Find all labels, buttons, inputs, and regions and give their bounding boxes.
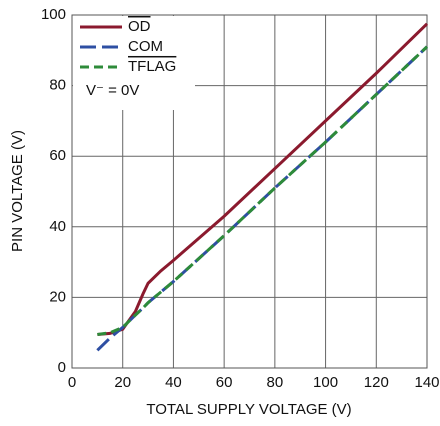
y-axis-title: PIN VOLTAGE (V): [9, 130, 26, 252]
x-tick-label: 0: [68, 374, 76, 391]
x-tick-label: 60: [216, 374, 233, 391]
legend-box: [73, 16, 195, 110]
x-tick-label: 100: [313, 374, 338, 391]
x-tick-label: 140: [414, 374, 439, 391]
annotation: V⁻ = 0V: [86, 82, 139, 99]
legend-label: OD: [128, 18, 151, 35]
y-tick-label: 100: [41, 6, 66, 23]
x-tick-label: 20: [114, 374, 131, 391]
y-tick-label: 0: [58, 359, 66, 376]
legend-label: TFLAG: [128, 58, 176, 75]
x-tick-label: 40: [165, 374, 182, 391]
x-tick-label: 80: [267, 374, 284, 391]
legend-label: COM: [128, 38, 163, 55]
y-tick-label: 20: [49, 288, 66, 305]
y-tick-label: 40: [49, 218, 66, 235]
y-tick-label: 60: [49, 147, 66, 164]
plot-frame: [71, 14, 428, 369]
data-line: [97, 45, 429, 336]
x-axis-title: TOTAL SUPPLY VOLTAGE (V): [146, 401, 351, 418]
x-tick-label: 120: [364, 374, 389, 391]
y-tick-label: 80: [49, 77, 66, 94]
